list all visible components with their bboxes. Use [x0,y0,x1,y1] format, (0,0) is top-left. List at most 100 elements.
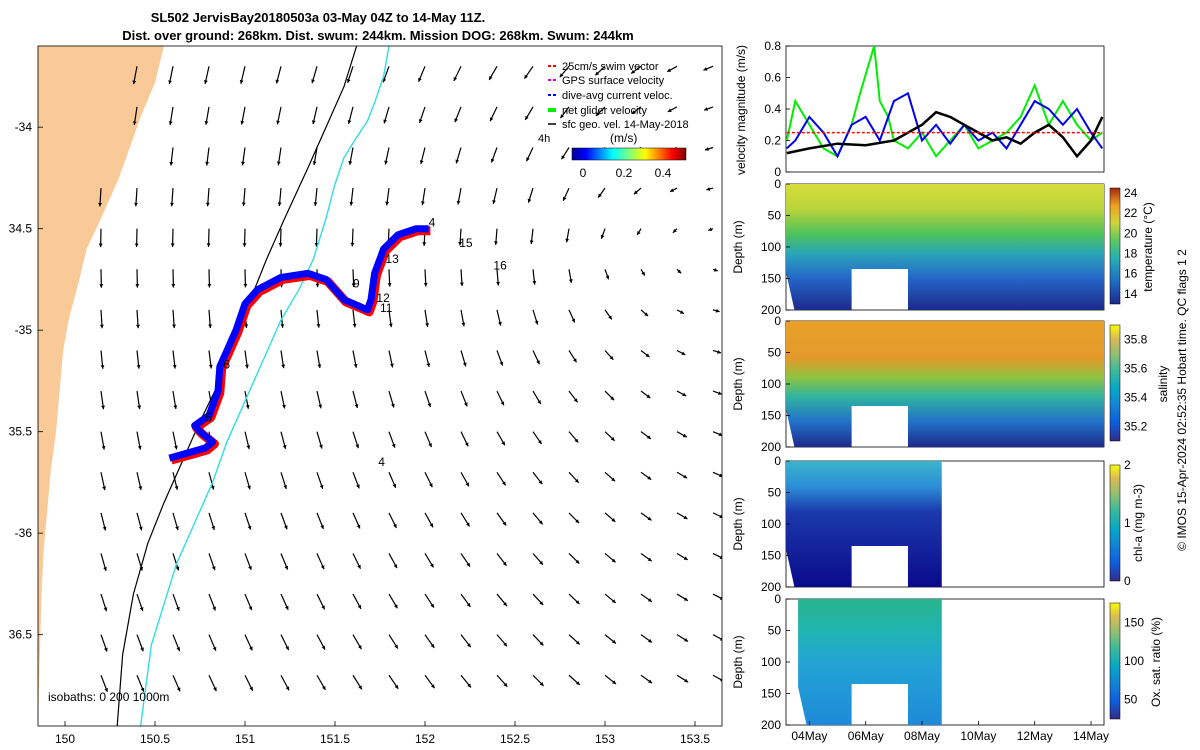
depth-tick-label: 50 [768,209,782,223]
speed-colorbar-tick-2: 0.4 [655,166,672,180]
legend-item-swim: 25cm/s swim vector [548,61,659,73]
depth-tick-label: 100 [761,377,781,391]
current-vector-arrow [316,431,323,449]
velocity-y-tick-label: 0.2 [764,134,781,148]
current-vector-arrow [350,228,355,247]
current-vector-arrow [523,65,534,80]
current-vector-arrow [136,634,144,652]
current-vector-arrow [99,269,104,288]
current-vector-arrow [424,309,429,327]
legend-item-gps: GPS surface velocity [548,75,665,87]
current-vector-arrow [100,512,107,531]
current-vector-arrow [712,308,720,313]
current-vector-arrow [672,228,678,234]
current-vector-arrow [352,431,360,449]
velocity-y-tick-label: 0 [774,165,781,179]
current-vector-arrow [453,66,462,82]
current-vector-arrow [244,593,253,611]
map-x-tick-label: 150.5 [140,732,170,746]
current-vector-arrow [313,188,318,206]
speed-colorbar-tick-1: 0.2 [616,166,633,180]
current-vector-arrow [460,309,466,327]
map-y-tick-label: -34 [15,120,33,134]
current-vector-arrow [244,390,250,409]
current-vector-arrow [525,147,534,162]
current-vector-arrow [136,512,143,531]
current-vector-arrow [666,65,678,73]
map-x-tick-label: 152 [415,732,435,746]
current-vector-arrow [636,228,642,236]
map-axes-frame [37,45,723,727]
current-vector-arrow [712,674,722,682]
current-vector-arrow [352,472,360,489]
current-vector-arrow [136,350,141,369]
current-vector-arrow [243,269,248,288]
current-vector-arrow [424,553,435,568]
velocity-y-tick-label: 0.8 [764,39,781,53]
speed-scale-label: 4h [538,133,550,145]
current-vector-arrow [388,512,397,529]
current-vector-arrow [280,674,290,691]
current-vector-arrow [640,674,653,684]
current-vector-arrow [532,512,544,525]
current-vector-arrow [676,431,688,438]
current-vector-arrow [460,471,470,487]
current-vector-arrow [600,228,606,239]
current-vector-arrow [388,593,398,609]
current-vector-arrow [207,269,212,288]
current-vector-arrow [135,269,140,288]
current-vector-arrow [633,187,642,195]
current-vector-arrow [676,268,682,274]
current-vector-arrow [712,634,722,641]
oxygen-colorbar [1109,602,1121,720]
map-y-tick-label: 34.5 [9,222,33,236]
current-vector-arrow [676,674,689,683]
current-vector-arrow [604,269,610,280]
current-vector-arrow [168,66,174,85]
current-vector-arrow [100,472,106,491]
temperature-colorbar [1109,187,1121,305]
colorbar-tick-label: 24 [1124,186,1138,200]
current-vector-arrow [312,147,318,166]
current-vector-arrow [132,106,138,126]
current-vector-arrow [640,309,649,317]
legend-label-dive-avg: dive-avg current veloc. [562,90,673,102]
date-tick-label: 04May [791,729,827,743]
map-y-tick-label: 35.5 [9,425,33,439]
velocity-panel: 0 0.2 0.4 0.6 0.8 velocity magnitude (m/s) [734,39,1105,179]
section-panels: temperature (°C) salinity chl-a (mg m-3)… [731,177,1170,743]
current-vector-arrow [676,552,689,561]
current-vector-arrow [604,674,617,685]
map-x-tick-label: 150 [55,732,75,746]
current-vector-arrow [242,228,247,247]
speed-colorbar-tick-0: 0 [580,166,587,180]
figure-title-line-1: SL502 JervisBay20180503a 03-May 04Z to 1… [151,10,486,25]
current-vector-arrow [640,471,652,481]
current-vector-arrow [382,66,390,83]
current-vector-arrow [208,553,216,571]
current-vector-arrow [459,269,464,287]
current-vector-arrow [421,187,426,206]
current-vector-arrow [384,147,390,165]
current-vector-arrow [100,675,108,693]
depth-tick-label: 100 [761,240,781,254]
current-vector-arrow [280,593,289,611]
current-vector-arrow [496,553,507,567]
current-vector-arrow [280,431,287,449]
colorbar-tick-label: 20 [1124,226,1138,240]
current-vector-arrow [348,147,354,165]
current-vector-arrow [424,350,431,368]
current-vector-arrow [669,187,678,193]
current-vector-arrow [568,309,576,323]
current-vector-arrow [385,188,390,206]
current-vector-arrow [703,106,714,111]
temperature-section-fill [786,184,1104,310]
current-vector-arrow [640,634,653,643]
current-vector-arrow [239,66,246,84]
map-y-tick-label: -35 [15,323,33,337]
current-vector-arrow [532,431,543,445]
isobath-1000m-line [139,46,390,726]
current-vector-arrow [388,634,399,649]
current-vector-arrow [208,309,213,329]
colorbar-tick-label: 150 [1124,615,1144,629]
